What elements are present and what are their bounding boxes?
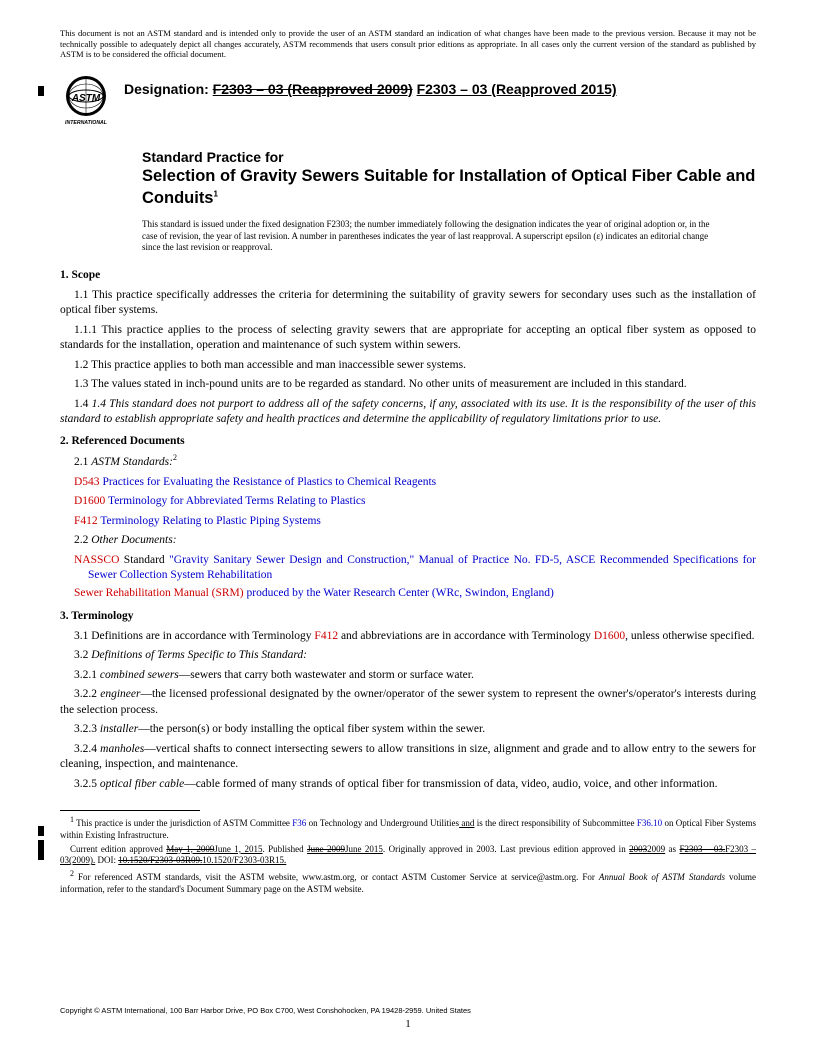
para-3-2-5: 3.2.5 optical fiber cable—cable formed o… bbox=[60, 777, 756, 793]
para-1-2: 1.2 This practice applies to both man ac… bbox=[60, 358, 756, 374]
f412-inline-link[interactable]: F412 bbox=[314, 630, 338, 642]
title-block: Standard Practice for Selection of Gravi… bbox=[142, 148, 756, 209]
section-3-head: 3. Terminology bbox=[60, 609, 756, 625]
designation-old: F2303 – 03 (Reapproved 2009) bbox=[213, 81, 413, 97]
change-bar-icon bbox=[38, 86, 44, 96]
section-1-head: 1. Scope bbox=[60, 268, 756, 284]
ref-f412: F412 Terminology Relating to Plastic Pip… bbox=[74, 514, 756, 530]
para-3-2: 3.2 Definitions of Terms Specific to Thi… bbox=[60, 648, 756, 664]
designation-new: F2303 – 03 (Reapproved 2015) bbox=[417, 81, 617, 97]
para-1-4: 1.4 1.4 This standard does not purport t… bbox=[60, 397, 756, 428]
para-1-1-1: 1.1.1 This practice applies to the proce… bbox=[60, 323, 756, 354]
d1600-inline-link[interactable]: D1600 bbox=[594, 630, 625, 642]
title-prefix: Standard Practice for bbox=[142, 148, 756, 166]
ref-d1600: D1600 Terminology for Abbreviated Terms … bbox=[74, 494, 756, 510]
para-3-1: 3.1 Definitions are in accordance with T… bbox=[60, 629, 756, 645]
para-2-1: 2.1 ASTM Standards:2 bbox=[74, 453, 756, 470]
top-disclaimer: This document is not an ASTM standard an… bbox=[60, 28, 756, 60]
title-sup: 1 bbox=[214, 189, 218, 198]
footnote-2: 2 For referenced ASTM standards, visit t… bbox=[60, 869, 756, 895]
f36-10-link[interactable]: F36.10 bbox=[637, 818, 662, 828]
para-3-2-3: 3.2.3 installer—the person(s) or body in… bbox=[60, 722, 756, 738]
copyright-line: Copyright © ASTM International, 100 Barr… bbox=[60, 1006, 471, 1016]
footnote-1b: Current edition approved May 1, 2009June… bbox=[60, 844, 756, 867]
footnote-1: 1 This practice is under the jurisdictio… bbox=[60, 815, 756, 841]
page-number: 1 bbox=[0, 1017, 816, 1032]
designation-label: Designation: bbox=[124, 81, 209, 97]
para-3-2-1: 3.2.1 combined sewers—sewers that carry … bbox=[60, 668, 756, 684]
change-bar-fn1-icon bbox=[38, 826, 44, 836]
title-main: Selection of Gravity Sewers Suitable for… bbox=[142, 166, 756, 209]
srm-link[interactable]: Sewer Rehabilitation Manual (SRM) bbox=[74, 587, 244, 599]
f412-link[interactable]: F412 bbox=[74, 515, 98, 527]
footnote-separator bbox=[60, 810, 200, 811]
section-2-head: 2. Referenced Documents bbox=[60, 434, 756, 450]
para-1-1: 1.1 This practice specifically addresses… bbox=[60, 288, 756, 319]
designation-line: Designation: F2303 – 03 (Reapproved 2009… bbox=[124, 74, 617, 99]
svg-text:INTERNATIONAL: INTERNATIONAL bbox=[65, 120, 107, 126]
para-1-3: 1.3 The values stated in inch-pound unit… bbox=[60, 377, 756, 393]
change-bar-fn2-icon bbox=[38, 840, 44, 860]
issue-note: This standard is issued under the fixed … bbox=[142, 219, 716, 254]
nassco-link[interactable]: NASSCO bbox=[74, 554, 119, 566]
ref-d543: D543 Practices for Evaluating the Resist… bbox=[74, 475, 756, 491]
svg-text:ASTM: ASTM bbox=[71, 93, 101, 104]
d1600-link[interactable]: D1600 bbox=[74, 495, 105, 507]
para-2-2: 2.2 Other Documents: bbox=[74, 533, 756, 549]
d543-link[interactable]: D543 bbox=[74, 476, 100, 488]
header-row: ASTM INTERNATIONAL Designation: F2303 – … bbox=[60, 74, 756, 126]
astm-logo: ASTM INTERNATIONAL bbox=[60, 74, 112, 126]
para-3-2-2: 3.2.2 engineer—the licensed professional… bbox=[60, 687, 756, 718]
ref-nassco: NASSCO Standard "Gravity Sanitary Sewer … bbox=[60, 553, 756, 584]
para-3-2-4: 3.2.4 manholes—vertical shafts to connec… bbox=[60, 742, 756, 773]
f36-link[interactable]: F36 bbox=[292, 818, 306, 828]
ref-srm: Sewer Rehabilitation Manual (SRM) produc… bbox=[74, 586, 756, 602]
